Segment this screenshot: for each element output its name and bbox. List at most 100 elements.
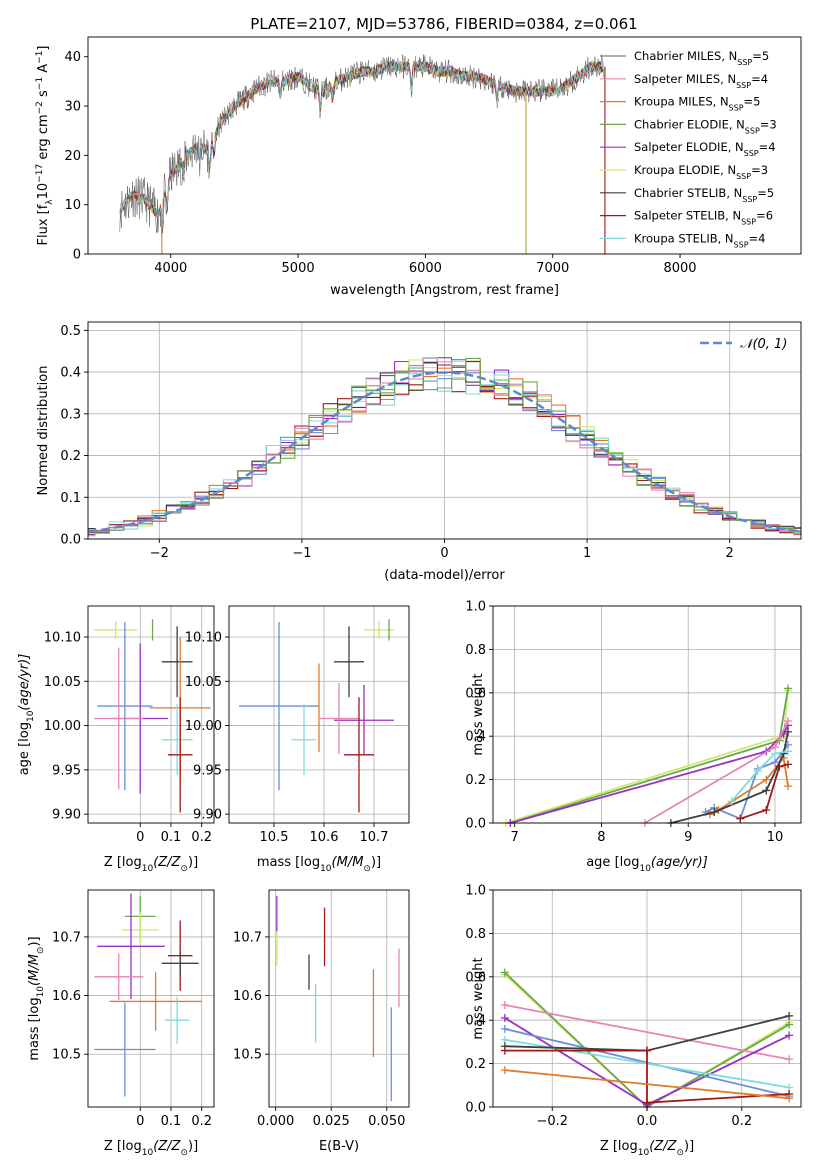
x-tick-label: 0.2	[191, 1114, 212, 1129]
x-tick-label: −0.2	[536, 1114, 568, 1129]
y-tick-label: 10.6	[233, 989, 262, 1004]
mass-weight-marker	[500, 1046, 509, 1055]
x-tick-label: 0	[136, 1114, 144, 1129]
y-tick-label: 10.6	[52, 989, 81, 1004]
mass-weight-marker	[500, 1001, 509, 1010]
mass-weight-marker	[783, 760, 792, 769]
mass-weight-line	[504, 1004, 790, 1061]
x-tick-label: 0.1	[161, 1114, 182, 1129]
x-tick-label: 0	[136, 830, 144, 845]
mass-weight-marker	[727, 797, 736, 806]
x-tick-label: −2	[150, 546, 169, 561]
chart-age-vs-mass: 10.5 10.6 10.7 9.90 9.95 10.00 10.05 10.10 mass …	[185, 605, 410, 874]
x-tick-label: 0.0	[637, 1114, 658, 1129]
y-tick-label: 0.8	[465, 927, 486, 942]
x-axis-label: Z [log10(Z/Z⊙)]	[600, 1139, 694, 1158]
y-tick-label: 9.90	[52, 808, 81, 823]
normal-curve	[87, 371, 799, 533]
x-tick-label: 9	[684, 830, 692, 845]
y-axis-label: mass weight	[471, 673, 486, 755]
axes-frame	[268, 889, 410, 1108]
x-tick-label: 8	[597, 830, 605, 845]
mass-weight-line	[730, 750, 789, 802]
axes-frame	[87, 36, 802, 255]
y-tick-label: 0.4	[60, 366, 81, 381]
legend-label: 𝒩(0, 1)	[740, 337, 787, 352]
x-tick-label: 7	[511, 830, 519, 845]
y-tick-label: 0.6	[465, 686, 486, 701]
y-tick-label: 10.05	[185, 675, 222, 690]
y-tick-label: 1.0	[465, 600, 486, 615]
mass-weight-marker	[783, 684, 792, 693]
y-tick-label: 0.4	[465, 1014, 486, 1029]
y-tick-label: 40	[64, 50, 81, 65]
mass-weight-line	[705, 744, 789, 820]
y-tick-label: 0.6	[465, 970, 486, 985]
x-axis-label: Z [log10(Z/Z⊙)]	[104, 1139, 198, 1158]
mass-weight-line	[504, 1069, 790, 1100]
y-tick-label: 10.00	[185, 719, 222, 734]
x-tick-label: 10.6	[310, 830, 339, 845]
residual-histogram	[88, 357, 801, 534]
y-tick-label: 0.3	[60, 407, 81, 422]
y-tick-label: 20	[64, 149, 81, 164]
mass-weight-marker	[785, 1020, 794, 1029]
plot-area	[87, 357, 801, 537]
y-tick-label: 0.0	[465, 1101, 486, 1116]
y-tick-label: 0.0	[465, 817, 486, 832]
x-tick-label: 7000	[536, 261, 569, 276]
y-tick-label: 10.5	[233, 1048, 262, 1063]
y-tick-label: 0.2	[60, 449, 81, 464]
mass-weight-line	[504, 1049, 790, 1104]
mass-weight-marker	[753, 766, 762, 775]
plot-area	[239, 619, 394, 813]
x-tick-label: −1	[292, 546, 311, 561]
mass-weight-marker	[500, 1066, 509, 1075]
x-tick-label: 0	[440, 546, 448, 561]
plot-area	[502, 684, 792, 827]
mass-weight-marker	[785, 1094, 794, 1103]
y-tick-label: 10.5	[52, 1048, 81, 1063]
chart-mass-vs-EBV: 0.000 0.025 0.050 10.5 10.6 10.7 E(B-V)	[233, 889, 410, 1154]
mass-weight-marker	[783, 747, 792, 756]
chart-age-vs-Z: 0 0.1 0.2 9.90 9.95 10.00 10.05 10.10 Z [log10(Z…	[17, 605, 215, 874]
x-axis-label: Z [log10(Z/Z⊙)]	[104, 855, 198, 874]
mass-weight-marker	[762, 786, 771, 795]
axes-frame	[87, 605, 215, 824]
axes-frame	[87, 889, 215, 1108]
x-tick-label: 0.2	[731, 1114, 752, 1129]
plot-area	[276, 895, 400, 1102]
mass-weight-marker	[785, 1011, 794, 1020]
plot-area	[94, 619, 211, 813]
x-tick-label: 8000	[663, 261, 696, 276]
legend-label: Salpeter MILES, NSSP=4	[634, 72, 768, 90]
x-tick-label: 10.5	[260, 830, 289, 845]
residual-histogram	[88, 357, 801, 537]
chart-residuals: −2 −1 0 1 2 0.0 0.1 0.2 0.3 0.4 0.5 (data-model)/er…	[36, 321, 802, 583]
legend-label: Chabrier MILES, NSSP=5	[634, 49, 769, 67]
mass-weight-marker	[770, 758, 779, 767]
x-tick-label: 0.2	[191, 830, 212, 845]
mass-weight-marker	[500, 968, 509, 977]
legend-label: Kroupa MILES, NSSP=5	[634, 95, 760, 113]
y-tick-label: 10.7	[52, 930, 81, 945]
y-axis-label: Flux [fλ10−17 erg cm−2 s−1 A−1]	[35, 46, 55, 246]
x-tick-label: 0.1	[161, 830, 182, 845]
legend-label: Kroupa ELODIE, NSSP=3	[634, 163, 768, 181]
y-tick-label: 10.00	[44, 719, 81, 734]
x-tick-label: 2	[726, 546, 734, 561]
residual-histogram	[88, 357, 801, 534]
y-tick-label: 0.4	[465, 730, 486, 745]
y-tick-label: 10.7	[233, 930, 262, 945]
y-tick-label: 9.95	[193, 763, 222, 778]
plot-area	[119, 54, 606, 254]
chart-mass-weight-vs-Z: −0.2 0.0 0.2 0.0 0.2 0.4 0.6 0.8 1.0 Z [log10(Z/Z…	[465, 884, 802, 1158]
x-tick-label: 1	[583, 546, 591, 561]
chart-spectrum: 4000 5000 6000 7000 8000 0 10 20 30 40 PLATE=2107,…	[35, 15, 802, 298]
mass-weight-marker	[785, 1031, 794, 1040]
x-tick-label: 10.7	[360, 830, 389, 845]
x-tick-label: 0.025	[313, 1114, 350, 1129]
y-tick-label: 0.8	[465, 643, 486, 658]
y-tick-label: 0	[73, 248, 81, 263]
mass-weight-marker	[762, 805, 771, 814]
